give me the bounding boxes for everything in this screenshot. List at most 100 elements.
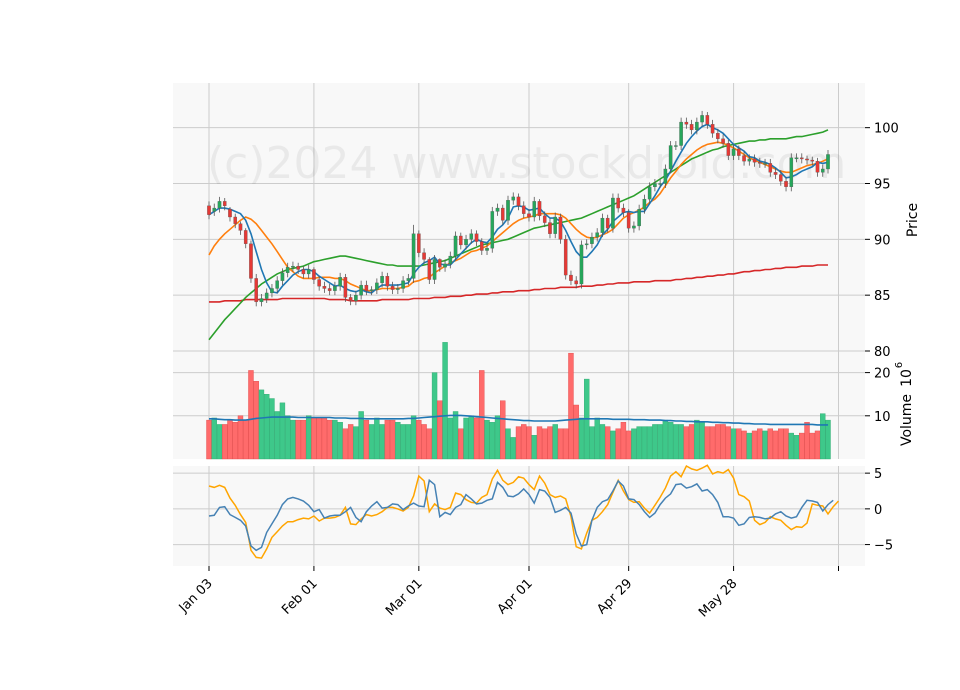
candlesticks xyxy=(207,110,830,307)
volume-bar xyxy=(694,419,700,460)
candle-body xyxy=(385,276,390,287)
volume-bar xyxy=(248,370,254,460)
candle-body xyxy=(794,157,799,159)
volume-bar xyxy=(452,411,459,460)
volume-bar xyxy=(599,424,606,460)
candle-body xyxy=(453,235,458,257)
candle-body xyxy=(411,233,416,279)
candle-body xyxy=(459,235,463,246)
price-panel xyxy=(173,83,865,351)
volume-bar xyxy=(437,400,443,460)
volume-axis-label: Volume xyxy=(899,394,915,446)
volume-bar xyxy=(321,417,328,460)
candle-body xyxy=(249,243,253,279)
volume-bar xyxy=(536,426,543,460)
candle-body xyxy=(233,216,238,224)
volume-bar xyxy=(211,417,217,460)
candle-body xyxy=(731,148,736,156)
volume-bar xyxy=(673,424,679,460)
volume-bar xyxy=(494,415,501,460)
candle-body xyxy=(700,115,704,123)
candle-body xyxy=(799,157,804,160)
candle-body xyxy=(820,168,825,173)
candle-body xyxy=(637,209,641,227)
volume-bar xyxy=(820,413,826,460)
candle-body xyxy=(207,205,211,215)
osc-tick-label: 5 xyxy=(874,467,882,482)
candle-body xyxy=(705,115,710,125)
volume-bars xyxy=(206,342,831,460)
volume-bar xyxy=(625,430,632,460)
candle-body xyxy=(768,163,773,173)
candle-body xyxy=(259,298,264,303)
volume-bar xyxy=(237,415,244,460)
volume-bar xyxy=(479,370,485,460)
volume-bar xyxy=(678,424,684,460)
volume-bar xyxy=(542,428,548,460)
volume-bar xyxy=(400,424,406,460)
candle-body xyxy=(306,269,311,275)
candle-body xyxy=(270,288,274,294)
volume-bar xyxy=(300,419,307,460)
volume-bar xyxy=(405,424,412,460)
volume-bar xyxy=(620,422,627,460)
volume-bar xyxy=(342,428,349,460)
volume-bar xyxy=(646,426,653,460)
candle-body xyxy=(542,215,547,223)
volume-bar xyxy=(374,417,380,460)
volume-bar xyxy=(243,419,249,460)
candle-body xyxy=(521,205,526,214)
candle-body xyxy=(616,197,620,209)
candle-body xyxy=(348,297,353,301)
volume-bar xyxy=(814,430,821,460)
candle-body xyxy=(422,252,426,260)
price-tick-label: 85 xyxy=(874,289,891,304)
volume-bar xyxy=(547,426,553,460)
candle-body xyxy=(338,277,342,287)
volume-bar xyxy=(368,424,375,460)
volume-bar xyxy=(709,426,716,460)
volume-bar xyxy=(505,428,511,460)
volume-bar xyxy=(468,415,474,460)
candle-body xyxy=(322,286,327,289)
volume-tick-label: 20 xyxy=(874,367,891,382)
candle-body xyxy=(280,272,285,281)
volume-bar xyxy=(772,430,779,460)
osc-signal-line xyxy=(208,464,840,559)
candle-body xyxy=(558,216,563,240)
candle-body xyxy=(532,201,537,218)
volume-bar xyxy=(578,417,585,460)
candle-body xyxy=(390,286,395,290)
candle-body xyxy=(396,288,400,290)
candle-body xyxy=(737,148,741,156)
candle-body xyxy=(752,158,757,163)
volume-bar xyxy=(258,389,265,460)
candle-body xyxy=(401,280,405,289)
candle-body xyxy=(264,292,269,299)
candle-body xyxy=(500,207,505,221)
candle-body xyxy=(815,161,820,173)
candle-body xyxy=(485,248,489,251)
candle-body xyxy=(773,172,778,175)
volume-bar xyxy=(804,422,810,460)
candle-body xyxy=(784,181,788,187)
x-tick-label: Apr 01 xyxy=(495,576,536,617)
osc-main-line xyxy=(208,478,834,552)
volume-bar xyxy=(573,404,579,460)
volume-bar xyxy=(568,352,574,460)
volume-bar xyxy=(809,432,815,460)
osc-tick-label: −5 xyxy=(874,539,893,554)
candle-body xyxy=(301,269,306,275)
volume-bar xyxy=(631,428,637,460)
volume-bar xyxy=(652,424,658,460)
candle-body xyxy=(333,286,337,291)
volume-bar xyxy=(730,428,737,460)
volume-bar xyxy=(489,422,495,460)
volume-bar xyxy=(232,422,238,460)
candle-body xyxy=(674,145,678,147)
volume-bar xyxy=(421,424,427,460)
candle-body xyxy=(343,277,348,298)
volume-ma-line xyxy=(209,414,828,426)
volume-bar xyxy=(279,402,286,460)
candle-body xyxy=(495,207,500,212)
